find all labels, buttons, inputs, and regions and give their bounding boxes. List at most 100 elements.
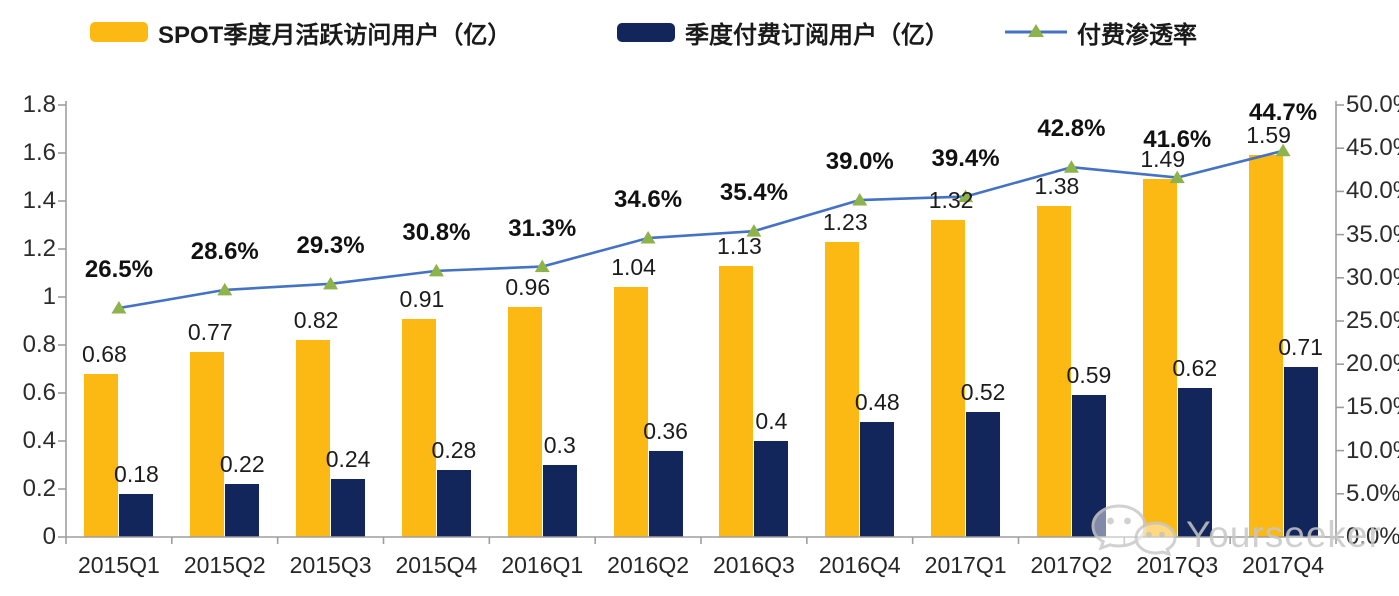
y-axis-right-tick-label: 15.0%	[1346, 393, 1399, 421]
subscribers-value-label: 0.4	[755, 408, 788, 434]
y-axis-right-tick-label: 35.0%	[1346, 220, 1399, 248]
x-axis-category-label: 2017Q4	[1242, 552, 1325, 578]
penetration-percent-label: 34.6%	[614, 186, 683, 214]
x-axis-category-label: 2016Q1	[501, 552, 584, 578]
penetration-percent-label: 41.6%	[1143, 125, 1212, 153]
y-axis-left-tick-label: 1.8	[22, 91, 56, 118]
bar-subscribers	[966, 412, 1001, 537]
bar-subscribers	[436, 469, 471, 537]
subscribers-value-label: 0.59	[1066, 362, 1112, 389]
subscribers-value-label: 0.24	[325, 446, 371, 473]
y-axis-left-tick-label: 1.2	[22, 235, 56, 262]
y-axis-right-tick-label: 40.0%	[1346, 177, 1399, 205]
x-axis-category-label: 2016Q4	[818, 552, 901, 578]
bar-subscribers	[331, 479, 366, 537]
penetration-percent-label: 44.7%	[1249, 98, 1318, 126]
bar-mau	[190, 352, 225, 537]
mau-value-label: 0.91	[399, 285, 445, 312]
mau-value-label: 1.13	[717, 232, 762, 259]
y-axis-right-tick-label: 20.0%	[1346, 350, 1399, 378]
penetration-marker-triangle	[428, 263, 444, 277]
penetration-percent-label: 35.4%	[719, 179, 788, 207]
penetration-percent-label: 31.3%	[508, 214, 577, 242]
penetration-percent-label: 26.5%	[84, 256, 153, 284]
penetration-marker-triangle	[1275, 143, 1291, 157]
mau-value-label: 1.23	[822, 208, 868, 235]
legend-label-mau: SPOT季度月活跃访问用户（亿）	[158, 21, 512, 49]
y-axis-right-tick-label: 10.0%	[1346, 436, 1399, 464]
x-axis-category-label: 2017Q1	[924, 552, 1007, 578]
bar-mau	[1248, 155, 1283, 537]
mau-value-label: 1.04	[611, 254, 656, 281]
penetration-marker-triangle	[323, 276, 339, 290]
bar-mau	[507, 306, 542, 537]
x-axis-category-label: 2015Q2	[183, 552, 266, 578]
watermark-text: Yourseeker	[1186, 513, 1382, 555]
penetration-percent-label: 30.8%	[402, 218, 471, 246]
y-axis-right-tick-label: 30.0%	[1346, 263, 1399, 291]
legend-label-subscribers: 季度付费订阅用户（亿）	[685, 21, 949, 49]
penetration-marker-triangle	[746, 224, 762, 237]
penetration-marker-triangle	[1169, 170, 1185, 184]
penetration-marker-triangle	[852, 193, 868, 206]
legend-item-mau: SPOT季度月活跃访问用户（亿）	[90, 16, 512, 49]
y-axis-left-tick-label: 1.6	[22, 139, 56, 166]
mau-value-label: 1.49	[1140, 146, 1186, 173]
y-axis-left-tick-label: 0.4	[22, 427, 56, 454]
bar-mau	[719, 265, 754, 537]
penetration-marker-triangle	[534, 259, 550, 273]
y-axis-right-tick-label: 0.0%	[1346, 523, 1399, 550]
x-axis-category-label: 2015Q1	[77, 552, 160, 578]
bar-mau	[401, 318, 436, 537]
wechat-icon	[1088, 500, 1180, 569]
y-axis-left-tick-label: 0.6	[22, 379, 56, 406]
legend-item-penetration: 付费渗透率	[1005, 16, 1197, 49]
penetration-percent-label: 39.4%	[931, 144, 1000, 172]
x-axis-category-label: 2015Q4	[395, 552, 478, 578]
legend-swatch-subscribers-bar	[617, 22, 675, 42]
watermark: Yourseeker	[1088, 500, 1382, 569]
legend-line-marker-icon	[1005, 22, 1067, 42]
penetration-marker-triangle	[111, 301, 127, 314]
legend-label-penetration: 付费渗透率	[1077, 21, 1197, 49]
penetration-marker-triangle	[1063, 160, 1079, 173]
y-axis-left-tick-label: 0.2	[22, 475, 56, 502]
y-axis-right-tick-label: 50.0%	[1346, 91, 1399, 118]
mau-value-label: 0.68	[82, 340, 127, 367]
penetration-marker-triangle	[217, 282, 233, 296]
y-axis-left-tick-label: 0.8	[22, 331, 56, 358]
penetration-marker-triangle	[958, 189, 974, 203]
bar-mau	[613, 287, 648, 537]
x-axis-category-label: 2017Q2	[1030, 552, 1113, 578]
mau-value-label: 0.96	[505, 273, 551, 300]
mau-value-label: 1.38	[1034, 172, 1080, 199]
mau-value-label: 0.77	[187, 319, 233, 346]
bar-subscribers	[1283, 366, 1318, 537]
subscribers-value-label: 0.3	[543, 432, 576, 458]
penetration-line	[118, 149, 1284, 310]
subscribers-value-label: 0.71	[1278, 333, 1323, 360]
bar-subscribers	[754, 441, 789, 537]
y-axis-right-tick-label: 25.0%	[1346, 307, 1399, 334]
bar-subscribers	[119, 493, 154, 537]
subscribers-value-label: 0.52	[960, 379, 1006, 406]
subscribers-value-label: 0.36	[643, 417, 688, 444]
bar-mau	[84, 373, 119, 537]
bar-mau	[1142, 179, 1177, 537]
legend-swatch-mau-bar	[90, 22, 148, 42]
bar-subscribers	[648, 450, 683, 537]
bar-mau	[931, 220, 966, 537]
bar-subscribers	[225, 484, 260, 537]
subscribers-value-label: 0.48	[854, 388, 900, 415]
penetration-percent-label: 39.0%	[825, 148, 894, 176]
penetration-percent-label: 42.8%	[1037, 115, 1106, 143]
subscribers-value-label: 0.22	[219, 451, 265, 478]
y-axis-right-tick-label: 45.0%	[1346, 134, 1399, 162]
x-axis-category-label: 2017Q3	[1136, 552, 1219, 578]
y-axis-left-tick-label: 1.4	[22, 187, 56, 214]
x-axis-category-label: 2016Q2	[607, 552, 690, 578]
